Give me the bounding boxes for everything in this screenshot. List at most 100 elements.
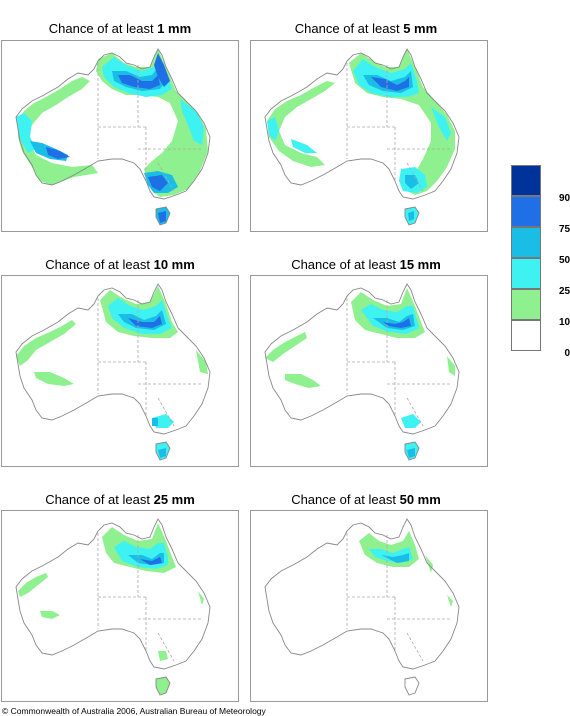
probability-area [407,448,415,458]
probability-area [40,611,60,619]
probability-area [180,99,204,145]
australia-map [15,283,211,461]
probability-area [140,557,162,565]
title-prefix: Chance of at least [291,492,396,507]
legend-label-25: 25% [558,286,570,297]
probability-area [425,555,433,573]
title-amount: 5 mm [403,21,438,36]
map-panel-25mm [1,510,239,702]
title-amount: 50 mm [399,492,441,507]
probability-shading [16,286,208,460]
legend-label-90: 90% [558,193,570,204]
copyright-notice: © Commonwealth of Australia 2006, Austra… [2,706,266,716]
australia-map [264,518,460,696]
panel-title-5mm: Chance of at least 5 mm [246,21,486,37]
legend-label-10: 10% [558,317,570,328]
probability-area [267,81,335,167]
probability-shading [267,49,455,225]
title-amount: 15 mm [399,257,441,272]
tasmania-coastline [404,441,420,461]
title-prefix: Chance of at least [45,492,150,507]
map-panel-10mm [1,275,239,467]
probability-area [381,553,409,563]
title-prefix: Chance of at least [294,21,400,36]
probability-area [118,75,160,89]
probability-area [408,211,414,221]
tasmania-coastline [404,676,420,696]
probability-area [18,77,98,185]
title-prefix: Chance of at least [48,21,154,36]
probability-area [158,651,168,661]
legend-label-0: 0% [564,348,570,359]
legend-swatch-10 [511,289,541,320]
probability-area [447,595,453,607]
probability-shading [359,531,453,607]
probability-area [401,414,421,428]
probability-area [18,573,48,597]
probability-area [265,332,307,362]
coastline [264,283,460,435]
australia-map [15,518,211,696]
state-border [157,632,175,662]
map-panel-15mm [250,275,488,467]
probability-area [196,350,208,374]
probability-area [285,374,321,388]
probability-area [431,107,451,141]
tasmania [405,677,419,695]
panel-title-50mm: Chance of at least 50 mm [246,492,486,508]
probability-area [16,320,76,366]
state-border [157,162,175,192]
probability-area [128,316,162,328]
legend-swatch-50 [511,227,541,258]
australia-map [15,48,211,226]
legend-swatch-90 [511,165,541,196]
title-amount: 10 mm [153,257,195,272]
panel-title-25mm: Chance of at least 25 mm [0,492,240,508]
probability-area [148,175,168,191]
title-prefix: Chance of at least [45,257,150,272]
coastline [264,48,460,200]
probability-area [158,211,166,223]
probability-area [198,591,204,605]
map-panel-1mm [1,40,239,232]
australia-map [264,283,460,461]
probability-shading [265,288,455,460]
probability-area [383,318,411,328]
panel-title-15mm: Chance of at least 15 mm [246,257,486,273]
title-prefix: Chance of at least [291,257,396,272]
map-panel-50mm [250,510,488,702]
legend-label-75: 75% [558,224,570,235]
probability-shading [16,49,208,225]
panel-title-1mm: Chance of at least 1 mm [0,21,240,37]
probability-area [267,117,279,141]
coastline [15,518,211,670]
state-border [406,397,424,427]
probability-area [158,448,166,458]
probability-shading [18,523,204,695]
probability-legend: 90% 75% 50% 25% 10% 0% [511,165,570,359]
australia-map [264,48,460,226]
legend-swatch-25 [511,258,541,289]
coastline [15,283,211,435]
coastline [15,48,211,200]
tasmania-coastline [155,206,171,226]
legend-label-50: 50% [558,255,570,266]
legend-swatch-75 [511,196,541,227]
legend-swatch-0 [511,320,541,351]
tasmania-coastline [155,441,171,461]
state-border [157,397,175,427]
probability-area [371,77,409,91]
probability-area [291,139,317,153]
probability-area [152,418,158,426]
title-amount: 1 mm [157,21,192,36]
probability-area [34,372,74,386]
tasmania-coastline [404,206,420,226]
panel-title-10mm: Chance of at least 10 mm [0,257,240,273]
state-border [406,632,424,662]
probability-area [46,147,70,159]
title-amount: 25 mm [153,492,195,507]
coastline [264,518,460,670]
probability-area [447,356,455,376]
state-border [406,162,424,192]
probability-area [156,677,170,695]
